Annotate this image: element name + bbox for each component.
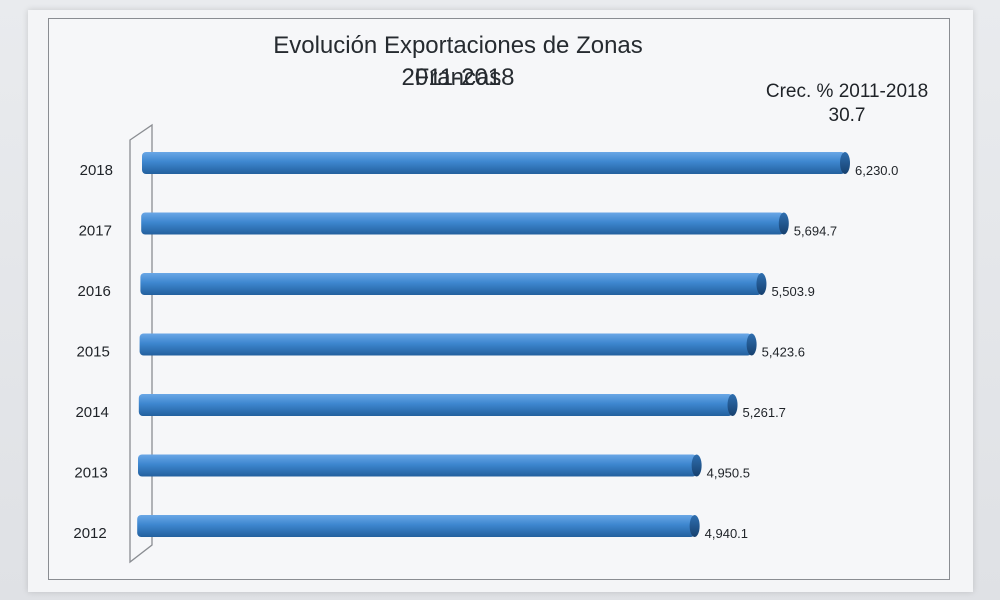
- bar-cap-2018: [840, 152, 850, 174]
- category-label: 2015: [77, 344, 110, 361]
- bar-2016: [140, 273, 762, 295]
- bar-2012: [137, 515, 695, 537]
- bar-cap-2013: [691, 454, 702, 477]
- chart-frame: [48, 18, 950, 580]
- bar-cap-2012: [689, 515, 700, 537]
- growth-annotation: Crec. % 2011-2018 30.7: [752, 80, 942, 128]
- chart-title: Evolución Exportaciones de Zonas Francas: [273, 32, 643, 91]
- bar-cap-2014: [727, 394, 738, 416]
- growth-value: 30.7: [828, 105, 866, 126]
- value-label: 4,950.5: [707, 466, 750, 481]
- value-label: 5,261.7: [743, 405, 786, 420]
- bar-cap-2017: [778, 212, 789, 235]
- category-label: 2014: [75, 404, 108, 421]
- value-label: 5,503.9: [771, 284, 814, 299]
- bar-2013: [138, 454, 697, 477]
- value-label: 5,423.6: [762, 345, 805, 360]
- bar-cap-2015: [746, 333, 757, 356]
- category-label: 2016: [78, 283, 111, 300]
- bar-2014: [138, 394, 733, 416]
- category-label: 2013: [74, 465, 107, 482]
- bar-2018: [142, 152, 845, 174]
- bar-2017: [141, 212, 784, 235]
- value-label: 6,230.0: [855, 163, 898, 178]
- category-label: 2012: [73, 525, 106, 542]
- bar-2015: [139, 333, 752, 356]
- bar-cap-2016: [756, 273, 767, 295]
- value-label: 4,940.1: [705, 526, 748, 541]
- category-label: 2018: [80, 162, 113, 179]
- category-label: 2017: [79, 223, 112, 240]
- value-label: 5,694.7: [794, 224, 837, 239]
- axis-wall: [129, 123, 153, 564]
- chart-subtitle: 2011-2018: [401, 64, 515, 91]
- growth-label: Crec. % 2011-2018: [765, 81, 929, 102]
